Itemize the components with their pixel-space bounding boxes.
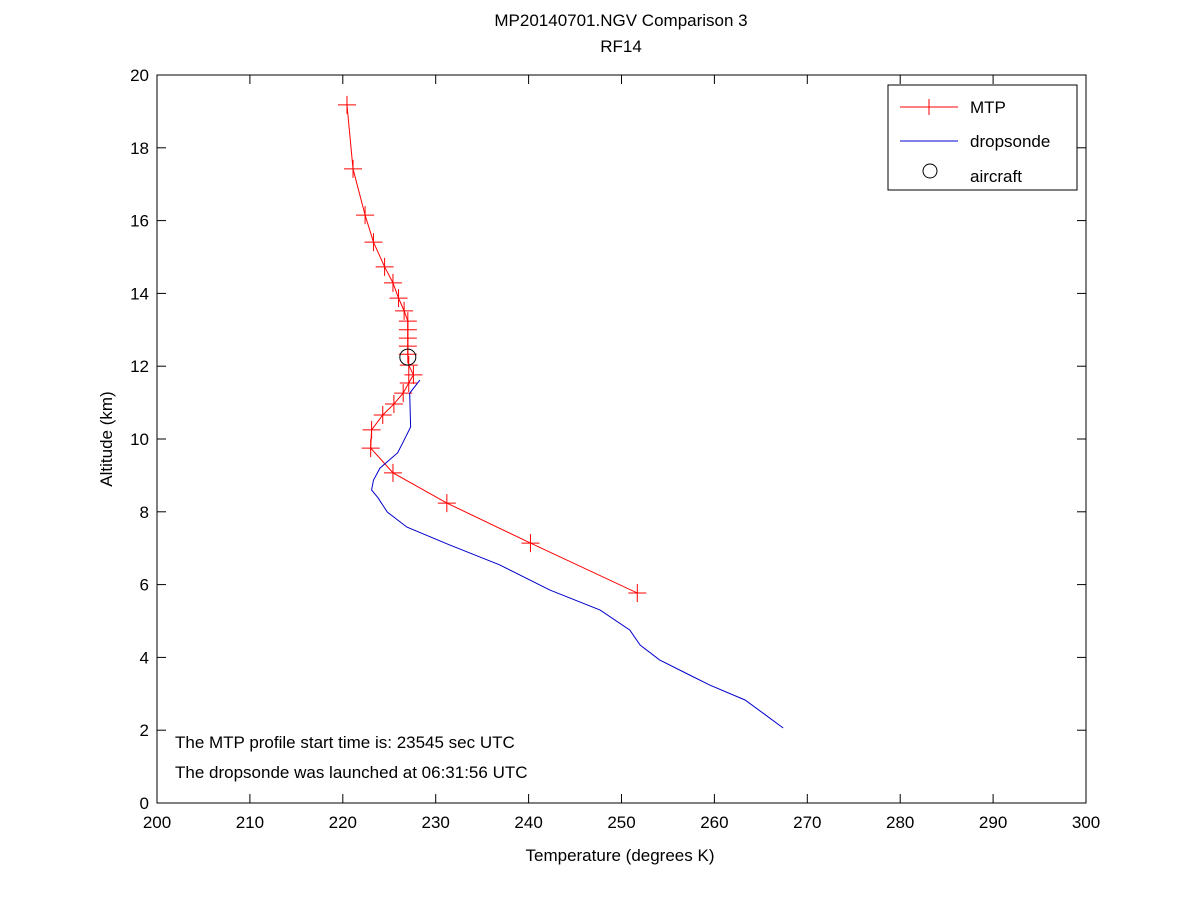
dropsonde-line — [371, 379, 784, 729]
mtp-point — [521, 534, 540, 553]
y-axis-label: Altitude (km) — [97, 391, 116, 486]
mtp-point — [395, 301, 414, 320]
mtp-point — [373, 405, 392, 424]
mtp-point — [394, 384, 413, 403]
mtp-point — [389, 289, 408, 308]
mtp-point — [399, 373, 418, 392]
y-tick-label: 6 — [140, 576, 149, 595]
y-tick-label: 0 — [140, 794, 149, 813]
annotation-launch-time: The dropsonde was launched at 06:31:56 U… — [175, 763, 528, 782]
legend-mtp-marker — [921, 99, 937, 115]
y-tick-label: 12 — [130, 357, 149, 376]
annotation-start-time: The MTP profile start time is: 23545 sec… — [175, 733, 515, 752]
mtp-point — [362, 420, 381, 439]
legend-mtp-label: MTP — [970, 98, 1006, 117]
x-tick-label: 250 — [607, 813, 635, 832]
x-tick-label: 220 — [329, 813, 357, 832]
x-tick-label: 290 — [979, 813, 1007, 832]
mtp-point — [383, 463, 402, 482]
y-tick-label: 8 — [140, 503, 149, 522]
x-tick-label: 240 — [514, 813, 542, 832]
legend: MTP dropsonde aircraft — [887, 84, 1078, 191]
x-tick-label: 300 — [1072, 813, 1100, 832]
y-tick-label: 18 — [130, 139, 149, 158]
mtp-point — [628, 583, 647, 602]
plot-area — [156, 74, 1087, 804]
y-tick-label: 10 — [130, 430, 149, 449]
mtp-point — [356, 206, 375, 225]
mtp-point — [384, 395, 403, 414]
y-tick-label: 2 — [140, 721, 149, 740]
x-tick-label: 280 — [886, 813, 914, 832]
legend-dropsonde-label: dropsonde — [970, 132, 1050, 151]
mtp-point — [398, 345, 417, 364]
aircraft-point — [399, 348, 417, 366]
x-tick-label: 260 — [700, 813, 728, 832]
y-tick-label: 4 — [140, 648, 149, 667]
x-tick-label: 210 — [236, 813, 264, 832]
mtp-point — [361, 439, 380, 458]
y-tick-label: 20 — [130, 66, 149, 85]
mtp-point — [404, 365, 423, 384]
y-tick-label: 14 — [130, 284, 149, 303]
x-tick-label: 230 — [422, 813, 450, 832]
legend-aircraft-label: aircraft — [970, 167, 1022, 186]
mtp-point — [364, 233, 383, 252]
mtp-point — [437, 494, 456, 513]
chart-subtitle: RF14 — [600, 37, 642, 56]
legend-aircraft-marker — [922, 163, 938, 179]
x-tick-label: 200 — [143, 813, 171, 832]
mtp-point — [375, 257, 394, 276]
x-axis-label: Temperature (degrees K) — [526, 846, 715, 865]
legend-box — [887, 84, 1078, 191]
mtp-point — [344, 159, 363, 178]
mtp-point — [383, 273, 402, 292]
mtp-point — [337, 95, 356, 114]
y-tick-label: 16 — [130, 212, 149, 231]
chart-title: MP20140701.NGV Comparison 3 — [494, 11, 747, 30]
x-tick-label: 270 — [793, 813, 821, 832]
